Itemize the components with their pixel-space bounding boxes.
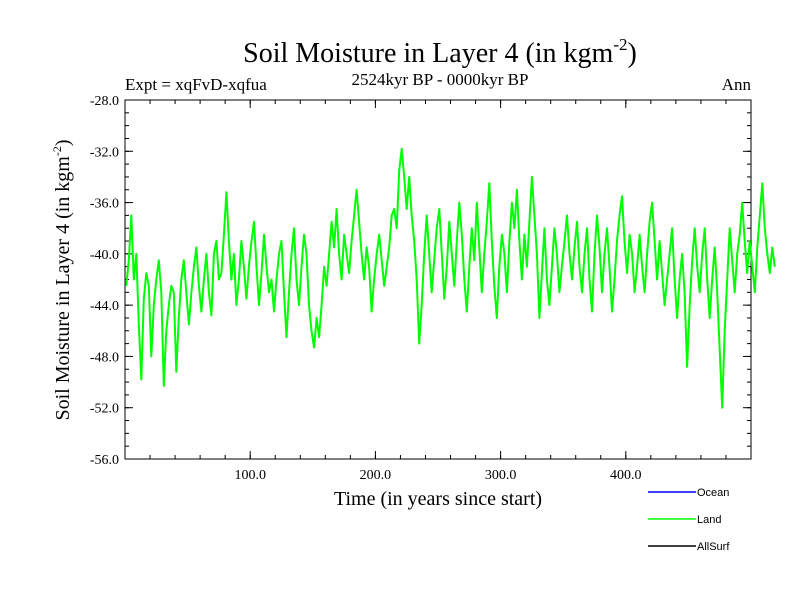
x-tick-label: 200.0 — [360, 468, 392, 483]
legend-label-ocean: Ocean — [697, 487, 729, 499]
x-tick-label: 100.0 — [234, 468, 266, 483]
x-tick-label: 400.0 — [610, 468, 642, 483]
season-label: Ann — [722, 75, 752, 94]
y-tick-label: -28.0 — [90, 94, 119, 109]
axis-ticks: -28.0 -32.0 -36.0 -40.0 -44.0 -48.0 -52.0 -56.0… — [90, 94, 751, 483]
y-tick-label: -36.0 — [90, 197, 119, 212]
experiment-label: Expt = xqFvD-xqfua — [125, 75, 267, 94]
x-axis-label: Time (in years since start) — [334, 488, 542, 510]
y-tick-label: -44.0 — [90, 299, 119, 314]
legend: Ocean Land AllSurf — [648, 487, 730, 553]
legend-label-land: Land — [697, 514, 721, 526]
legend-label-allsurf: AllSurf — [697, 541, 730, 553]
y-tick-label: -48.0 — [90, 350, 119, 365]
chart-title: Soil Moisture in Layer 4 (in kgm-2) — [243, 35, 637, 69]
y-axis-label: Soil Moisture in Layer 4 (in kgm-2) — [50, 139, 74, 420]
y-tick-label: -56.0 — [90, 453, 119, 468]
series-layer — [125, 147, 776, 409]
series-line-land — [125, 147, 776, 409]
chart-subtitle: 2524kyr BP - 0000kyr BP — [352, 70, 529, 89]
y-tick-label: -40.0 — [90, 248, 119, 263]
x-tick-label: 300.0 — [485, 468, 517, 483]
y-tick-label: -32.0 — [90, 145, 119, 160]
y-tick-label: -52.0 — [90, 402, 119, 417]
